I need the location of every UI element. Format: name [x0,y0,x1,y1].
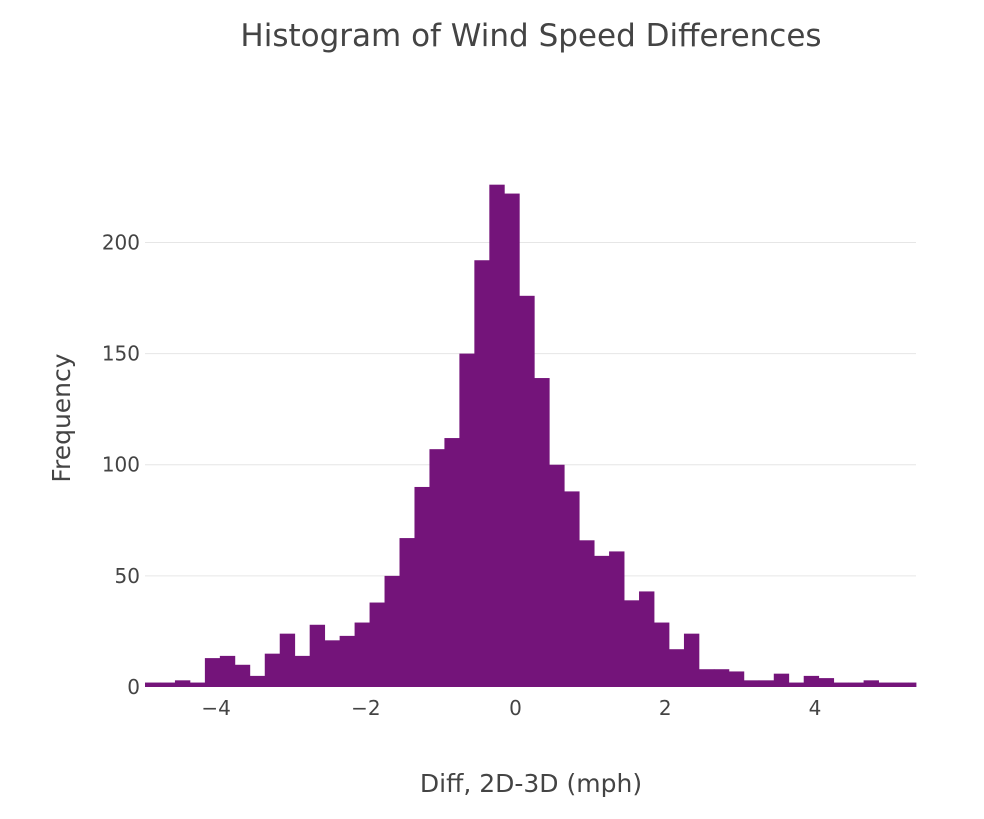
y-tick-label: 0 [127,675,140,699]
histogram-bar [444,438,460,687]
x-tick-label: −2 [351,696,380,720]
x-tick-label: 0 [509,696,522,720]
histogram-bar [159,682,176,687]
histogram-bar [459,353,475,687]
y-tick-label: 150 [102,342,140,366]
histogram-bar [579,540,595,687]
histogram-bars [145,184,917,687]
histogram-bar [713,669,730,687]
histogram-bar [564,491,580,687]
y-tick-label: 100 [102,453,140,477]
histogram-bar [504,193,520,687]
histogram-bar [189,682,206,687]
histogram-bar [145,682,161,687]
x-tick-label: 2 [659,696,672,720]
histogram-bar [354,622,370,687]
histogram-bar [893,682,909,687]
chart-title: Histogram of Wind Speed Differences [240,18,821,54]
histogram-bar [609,551,625,687]
histogram-bar [743,680,760,687]
histogram-bar [384,575,400,687]
histogram-bar [594,555,610,687]
histogram-bar [519,295,535,687]
x-tick-label: −4 [201,696,230,720]
y-tick-label: 50 [115,564,140,588]
x-axis-ticks: −4 −2 0 2 4 [201,696,821,720]
y-tick-label: 200 [102,230,140,254]
histogram-bar [818,678,835,687]
histogram-bar [668,649,685,687]
x-axis-title: Diff, 2D-3D (mph) [420,769,642,798]
histogram-bar [908,682,917,687]
histogram-bar [489,184,505,687]
histogram-bar [833,682,850,687]
histogram-bar [339,635,355,687]
histogram-bar [399,538,415,687]
histogram-bar [234,664,251,687]
histogram-bar [324,640,341,687]
histogram-bar [294,655,311,687]
histogram-bar [863,680,879,687]
histogram-bar [534,378,550,687]
histogram-bar [174,680,191,687]
histogram-bar [878,682,894,687]
histogram-bar [639,591,655,687]
histogram-bar [249,675,266,687]
histogram-bar [429,449,445,687]
histogram-bar [773,673,790,687]
histogram-bar [654,622,670,687]
histogram-bar [788,682,805,687]
histogram-bar [369,602,385,687]
histogram-bar [204,658,221,687]
y-axis-title: Frequency [47,353,76,482]
histogram-bar [758,680,775,687]
histogram-bar [474,260,490,687]
histogram-bar [848,682,865,687]
histogram-bar [279,633,296,687]
histogram-bar [309,624,326,687]
histogram-bar [264,653,281,687]
y-axis-ticks: 0 50 100 150 200 [102,230,140,699]
histogram-bar [803,675,820,687]
histogram-bar [219,655,236,687]
x-tick-label: 4 [809,696,822,720]
histogram-bar [549,464,565,687]
histogram-bar [414,486,430,687]
histogram-bar [683,633,700,687]
histogram-bar [624,600,640,687]
histogram-bar [728,671,745,687]
histogram-bar [698,669,715,687]
